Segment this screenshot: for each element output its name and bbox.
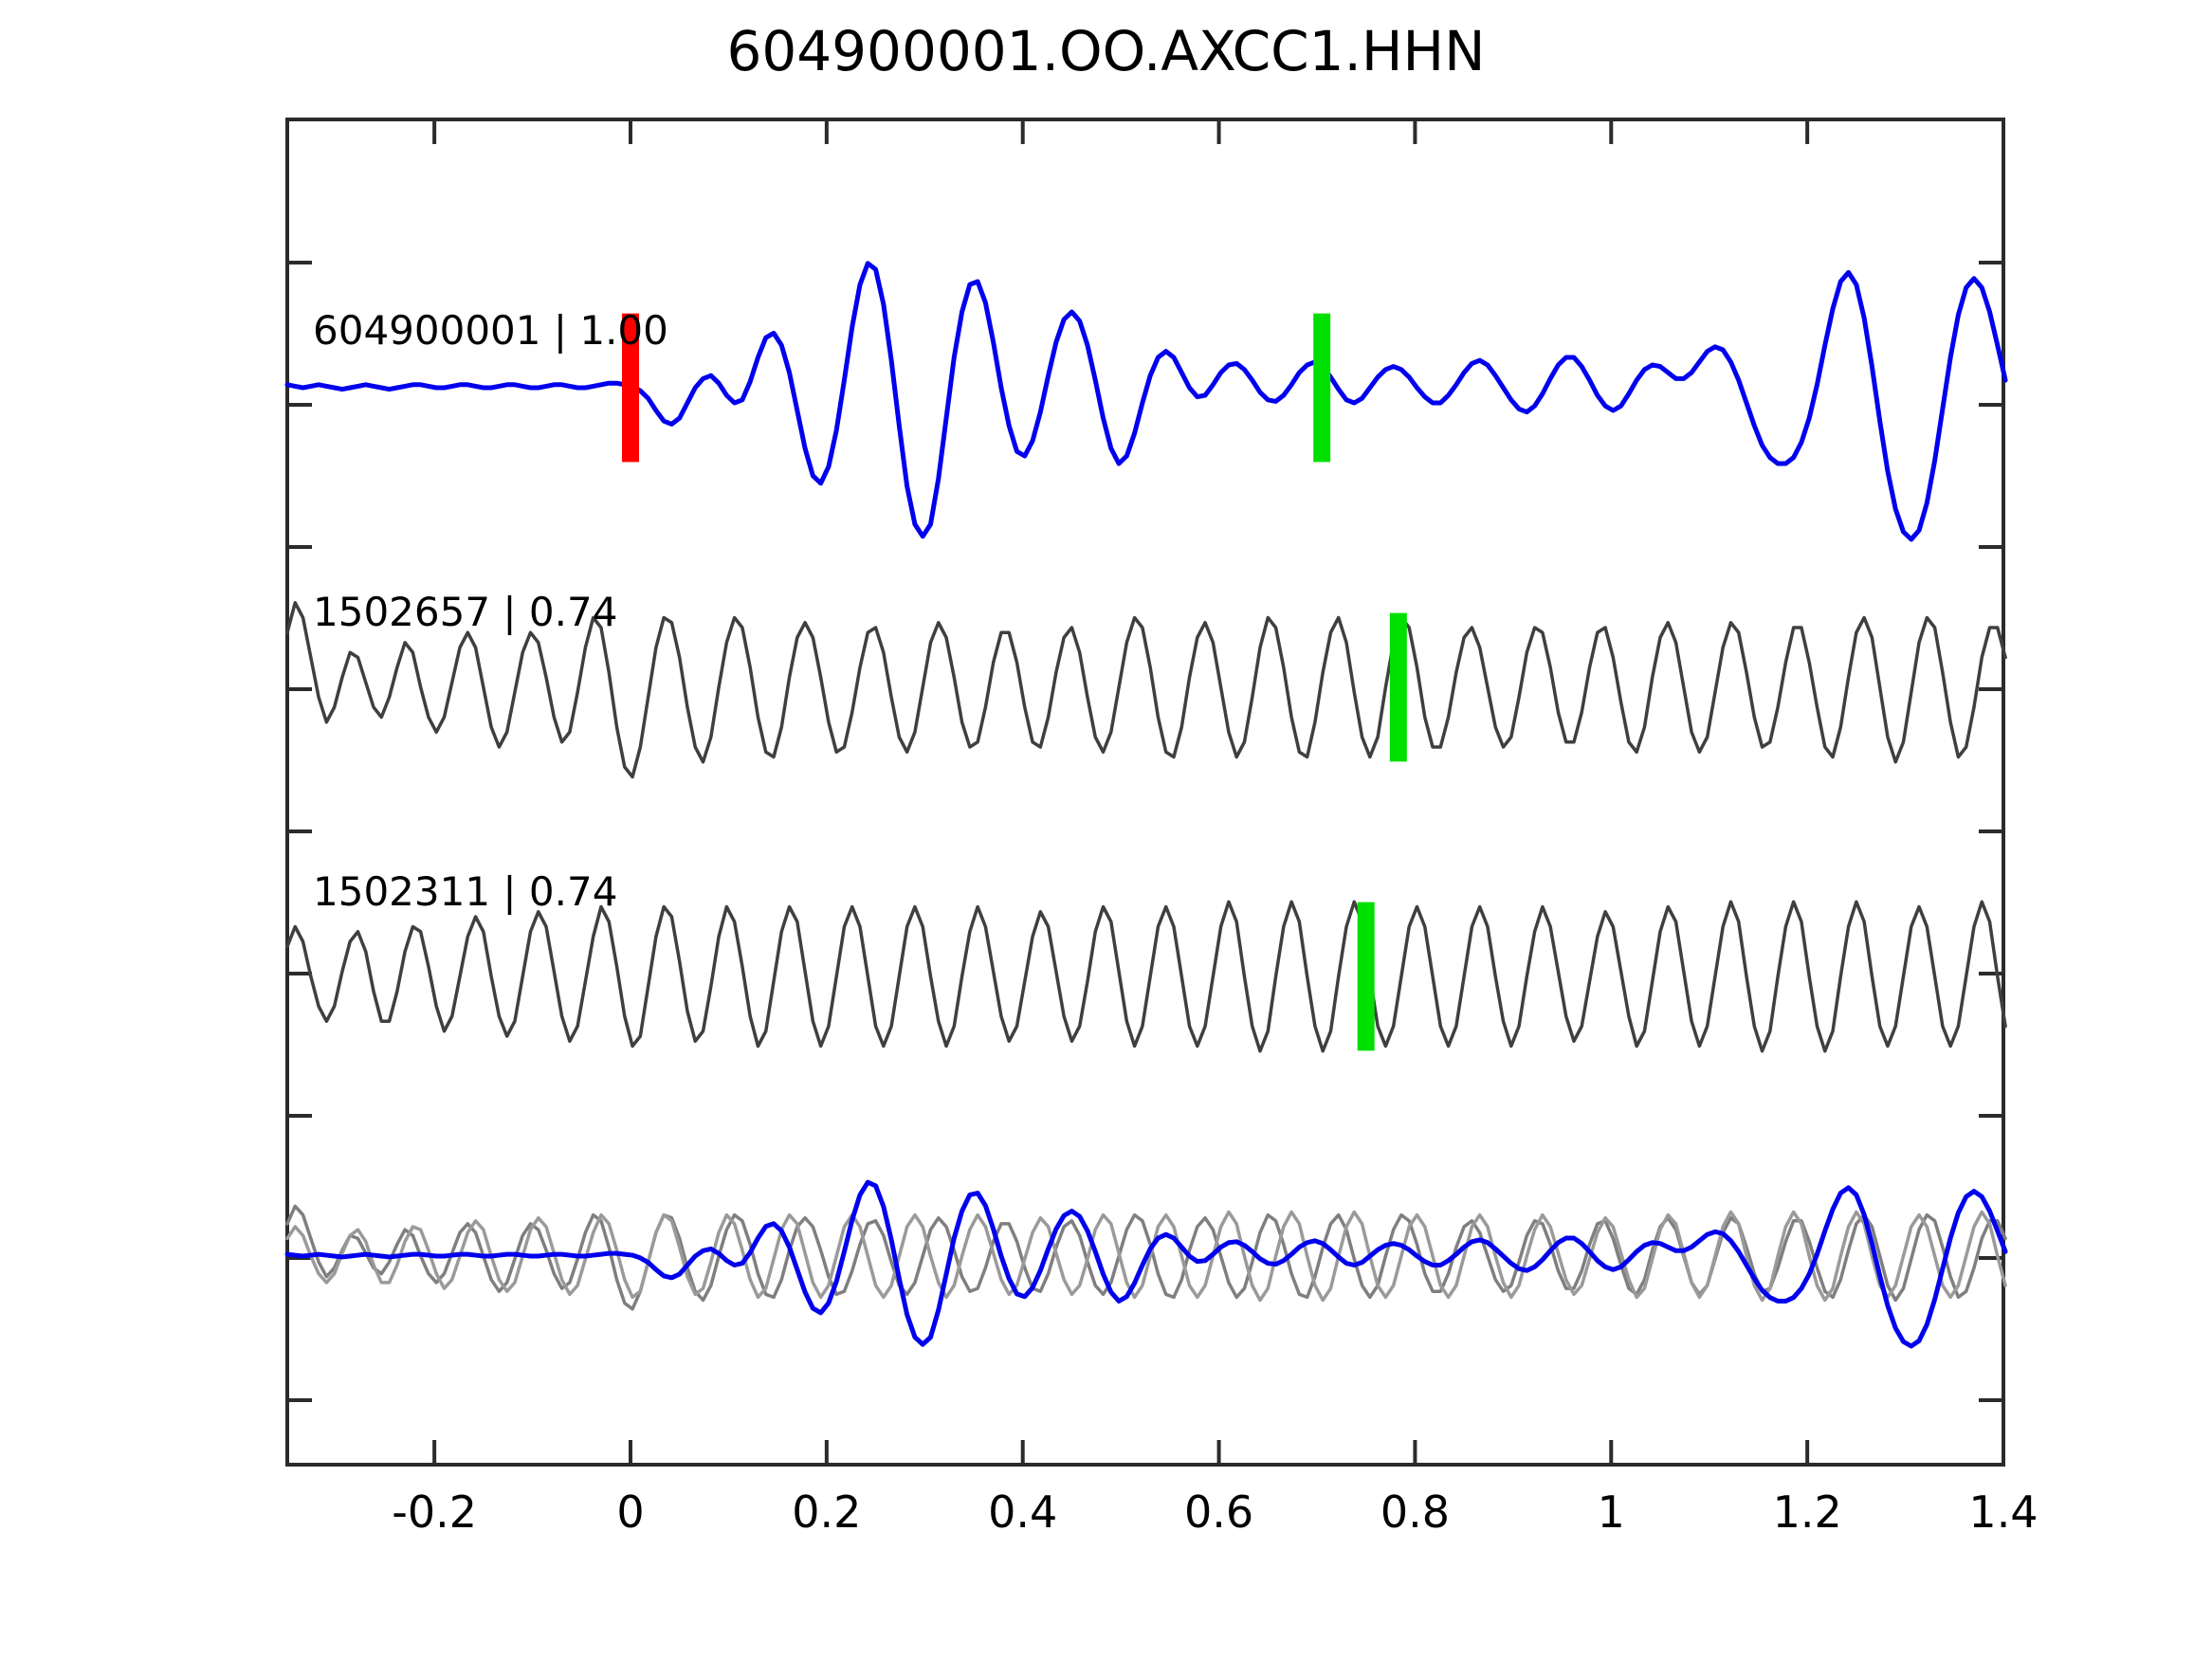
x-tick-label-3: 0.4	[988, 1486, 1057, 1538]
x-tick-label-6: 1	[1598, 1486, 1625, 1538]
trace-labels: 604900001 | 1.00 1502657 | 0.74 1502311 | …	[313, 307, 668, 915]
x-axis-ticks	[432, 119, 2005, 1465]
y-axis-ticks	[287, 261, 2003, 1402]
pick-markers	[622, 313, 1407, 1051]
x-tick-label-2: 0.2	[792, 1486, 861, 1538]
x-tick-label-0: -0.2	[392, 1486, 477, 1538]
waveform-traces	[284, 261, 2008, 1349]
page-title: 604900001.OO.AXCC1.HHN	[726, 19, 1486, 83]
trace-overlay-1502311	[285, 1210, 2007, 1303]
trace-label-1: 1502657 | 0.74	[313, 589, 617, 635]
trace-1502311	[285, 900, 2007, 1053]
plot-frame	[285, 118, 2005, 1467]
trace-overlay-604900001	[284, 1179, 2008, 1349]
trace-1502657	[285, 601, 2007, 779]
x-axis-tick-labels: -0.2 0 0.2 0.4 0.6 0.8 1 1.2 1.4	[392, 1486, 2038, 1538]
trace-604900001	[284, 261, 2008, 542]
x-tick-label-8: 1.4	[1968, 1486, 2038, 1538]
trace-label-0: 604900001 | 1.00	[313, 307, 668, 354]
x-tick-label-7: 1.2	[1773, 1486, 1842, 1538]
trace-label-2: 1502311 | 0.74	[313, 868, 617, 915]
x-tick-label-4: 0.6	[1184, 1486, 1253, 1538]
axes-frame	[285, 118, 2005, 1467]
x-tick-label-1: 0	[616, 1486, 644, 1538]
x-tick-label-5: 0.8	[1380, 1486, 1450, 1538]
